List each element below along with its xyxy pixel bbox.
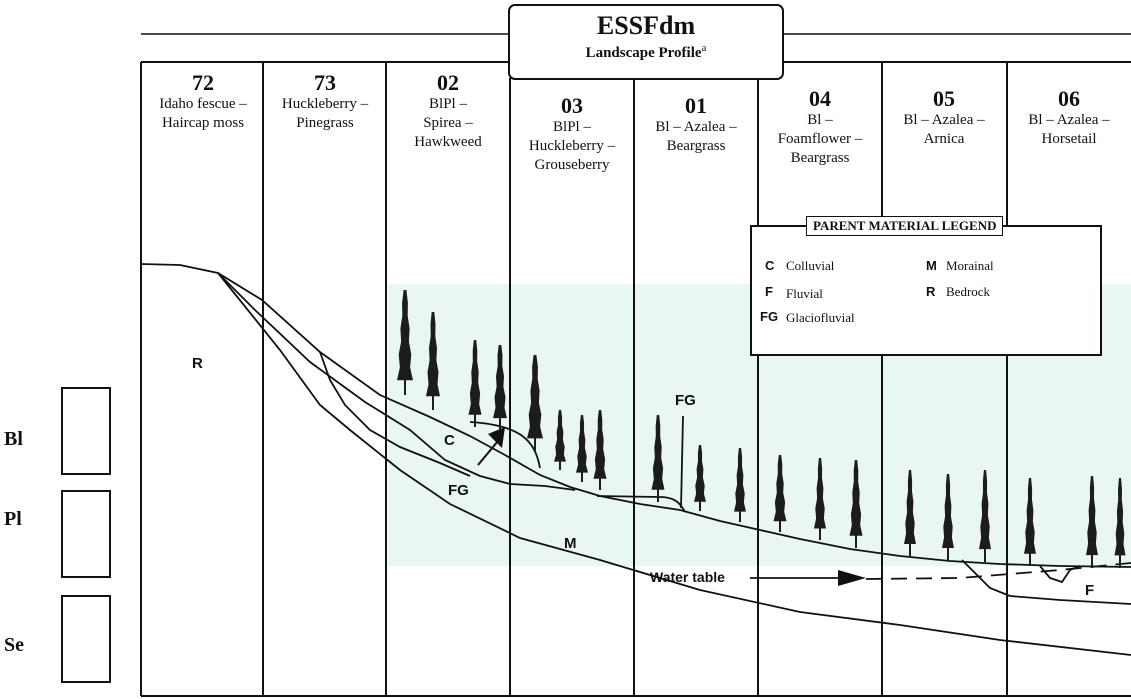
fg-left-leader (477, 440, 499, 466)
column-number: 01 (685, 93, 707, 118)
column-number: 05 (933, 86, 955, 111)
glaciofluvial-label-right: FG (675, 392, 696, 409)
water-table-arrowhead (838, 570, 866, 586)
legend-code: R (926, 284, 936, 299)
column-number: 73 (314, 70, 336, 95)
deep-boundary-line (217, 272, 1131, 656)
species-box-se (61, 595, 111, 683)
conifer-tree-icon (979, 470, 991, 562)
conifer-tree-icon (904, 470, 916, 556)
conifer-tree-icon (397, 290, 413, 395)
column-name: BlPl – Spirea – Hawkweed (414, 96, 482, 150)
conifer-tree-icon (468, 340, 482, 427)
conifer-tree-icon (773, 455, 787, 532)
colluvial-label: C (444, 432, 455, 449)
species-box-pl (61, 490, 111, 578)
fluvial-pocket-line (961, 559, 1131, 605)
conifer-tree-icon (651, 415, 665, 502)
water-table-line (865, 562, 1131, 580)
conifer-tree-icon (814, 458, 826, 540)
diagram-title: ESSFdm (596, 11, 696, 40)
column-number: 03 (561, 93, 583, 118)
column-name: Bl – Azalea – Arnica (903, 112, 985, 147)
legend-code: F (765, 284, 773, 299)
column-number: 06 (1058, 86, 1080, 111)
conifer-tree-icon (593, 410, 607, 490)
legend-label: Morainal (946, 258, 994, 273)
conifer-tree-icon (1114, 478, 1126, 568)
fg-pocket-line (596, 495, 686, 513)
conifer-tree-icon (1024, 478, 1036, 566)
bedrock-label: R (192, 355, 203, 372)
conifer-tree-icon (426, 312, 440, 410)
glaciofluvial-label-left: FG (448, 482, 469, 499)
title-box: ESSFdm Landscape Profilea (508, 4, 784, 80)
water-table-label: Water table (650, 569, 725, 585)
legend-title: PARENT MATERIAL LEGEND (806, 216, 1004, 236)
colluvium-lower-line (217, 272, 576, 491)
conifer-tree-icon (1086, 476, 1098, 568)
diagram-subtitle: Landscape Profilea (585, 42, 707, 61)
conifer-tree-icon (694, 445, 706, 511)
column-name: Idaho fescue – Haircap moss (159, 96, 247, 131)
fg-right-leader (680, 415, 684, 509)
legend-code: M (926, 258, 937, 273)
conifer-tree-icon (576, 415, 588, 482)
conifer-tree-icon (554, 410, 566, 470)
legend-label: Bedrock (946, 284, 991, 299)
species-label: Se (4, 634, 24, 656)
conifer-tree-icon (527, 355, 543, 452)
colluvium-pocket-line (469, 421, 541, 469)
species-label: Pl (4, 508, 22, 530)
tree-layer (397, 290, 1126, 568)
column-number: 72 (192, 70, 214, 95)
landform-lines (140, 263, 1131, 656)
column-name: Bl – Azalea – Horsetail (1028, 112, 1110, 147)
legend-label: Colluvial (786, 258, 835, 273)
legend-label: Fluvial (786, 286, 823, 301)
morainal-label: M (564, 535, 577, 552)
column-name: Bl – Foamflower – Beargrass (777, 112, 863, 166)
legend-label: Glaciofluvial (786, 310, 855, 325)
column-number: 04 (809, 86, 831, 111)
column-name: Bl – Azalea – Beargrass (655, 119, 737, 154)
parent-material-legend: PARENT MATERIAL LEGEND C Colluvial M Mor… (750, 216, 1102, 356)
species-box-bl (61, 387, 111, 475)
legend-code: FG (760, 309, 779, 324)
fg-left-arrowhead (488, 427, 505, 448)
fluvial-label: F (1085, 582, 1095, 599)
column-name: Huckleberry – Pinegrass (281, 96, 369, 131)
conifer-tree-icon (734, 448, 746, 522)
morainal-upper-line (319, 351, 471, 477)
conifer-tree-icon (942, 474, 954, 560)
conifer-tree-icon (849, 460, 863, 548)
conifer-tree-icon (493, 345, 507, 430)
subtitle-footnote-mark: a (701, 42, 707, 54)
species-label: Bl (4, 428, 23, 450)
column-number: 02 (437, 70, 459, 95)
column-grid (140, 61, 1131, 697)
column-name: BlPl – Huckleberry – Grouseberry (528, 119, 616, 173)
legend-code: C (765, 258, 775, 273)
